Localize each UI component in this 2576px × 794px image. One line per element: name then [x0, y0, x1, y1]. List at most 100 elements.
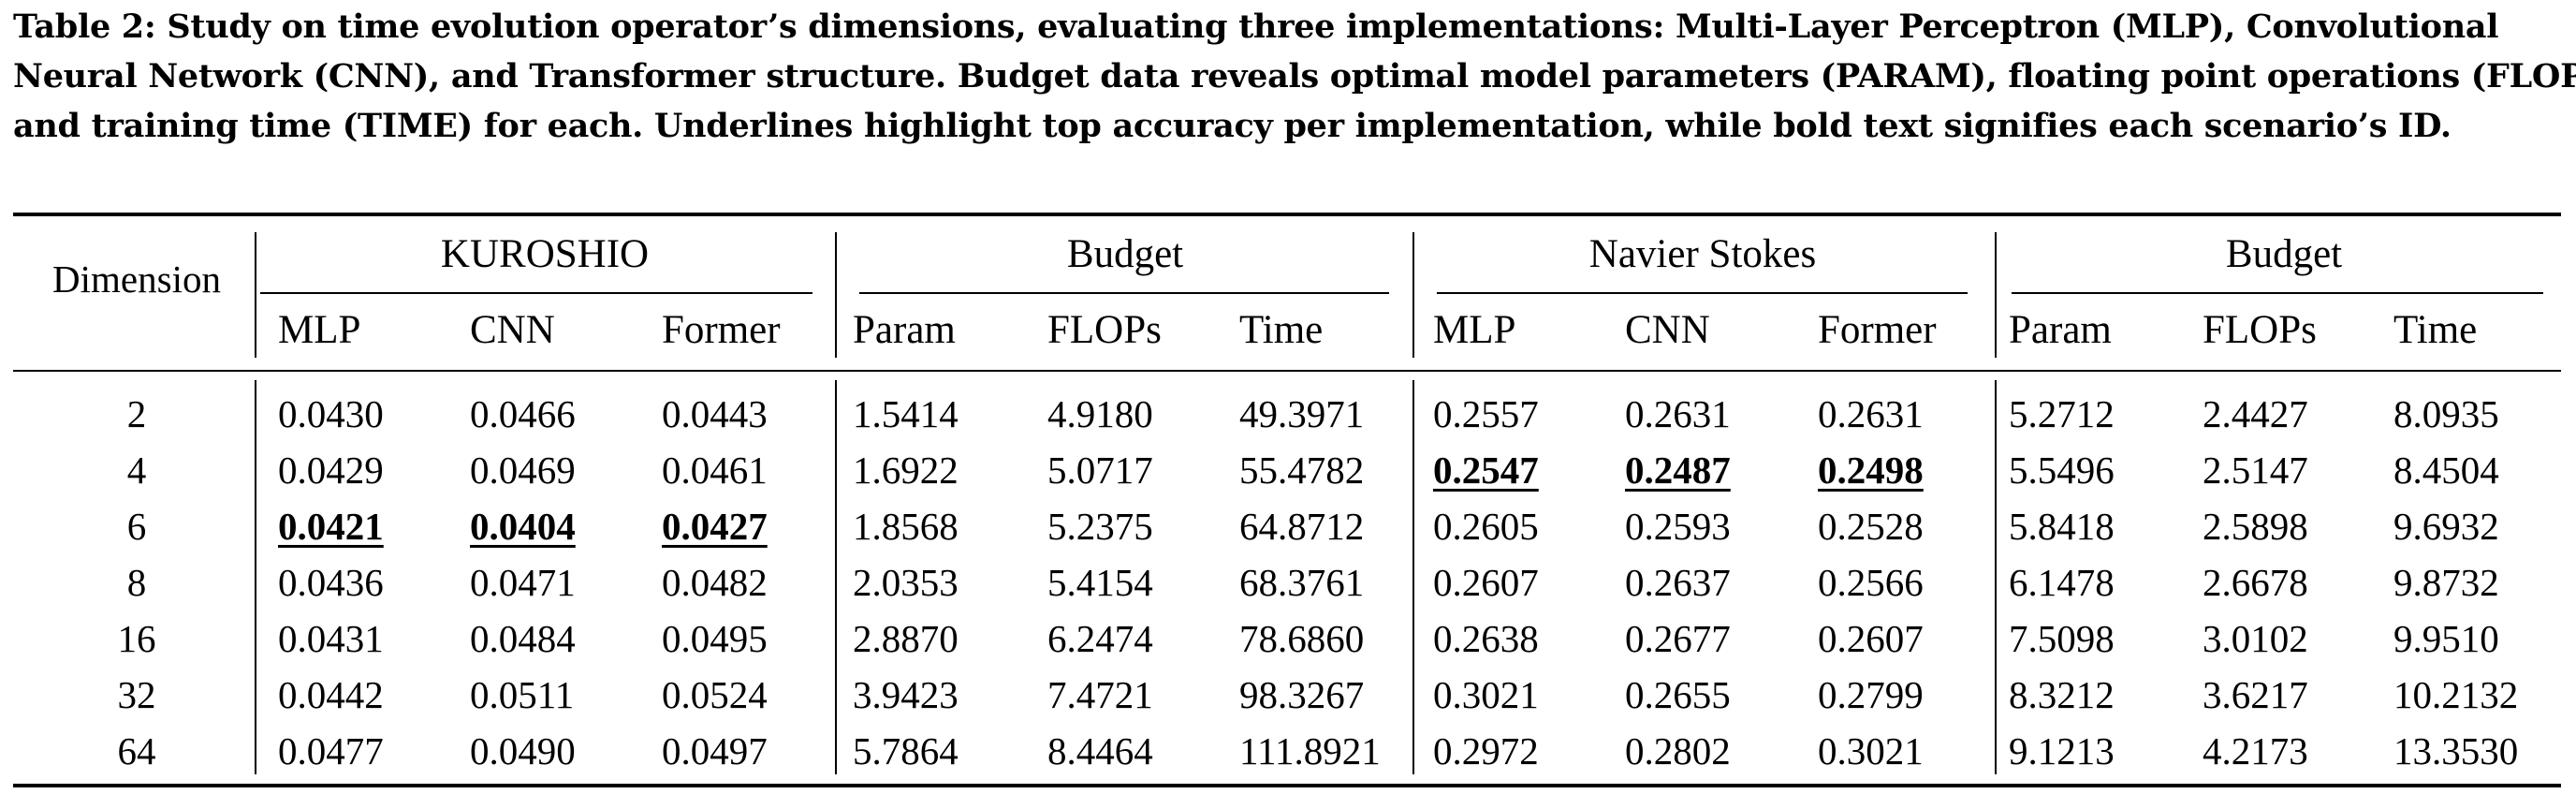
table-cell: 49.3971: [1239, 392, 1365, 435]
table-cell: 55.4782: [1239, 448, 1365, 492]
table-cell: 5.7864: [853, 729, 959, 772]
group-underline: [1437, 292, 1968, 294]
column-header: CNN: [470, 308, 555, 352]
bottom-rule: [13, 784, 2561, 787]
table-cell: 0.0427: [662, 505, 768, 548]
dimension-header: Dimension: [52, 257, 221, 301]
table-cell: 0.0404: [470, 505, 576, 548]
table-cell: 5.2375: [1047, 505, 1153, 548]
table-cell: 3.0102: [2203, 617, 2308, 660]
table-cell: 0.2631: [1625, 392, 1731, 435]
group-underline: [260, 292, 812, 294]
table-cell: 3.9423: [853, 673, 959, 716]
table-cell: 0.0442: [278, 673, 384, 716]
table-cell: 10.2132: [2393, 673, 2519, 716]
table-cell: 5.5496: [2009, 448, 2115, 492]
table-cell: 5.4154: [1047, 561, 1153, 604]
table-cell: 0.0430: [278, 392, 384, 435]
column-separator: [255, 232, 256, 358]
table-cell: 0.2631: [1818, 392, 1924, 435]
table-cell: 4.2173: [2203, 729, 2308, 772]
column-header: FLOPs: [1047, 308, 1162, 352]
table-cell: 2.4427: [2203, 392, 2308, 435]
table-cell: 111.8921: [1239, 729, 1381, 772]
group-underline: [859, 292, 1389, 294]
table-cell: 0.2802: [1625, 729, 1731, 772]
table-cell: 68.3761: [1239, 561, 1365, 604]
column-header: Param: [2009, 308, 2112, 352]
table-cell: 0.0443: [662, 392, 768, 435]
table-cell: 5.8418: [2009, 505, 2115, 548]
table-cell: 0.3021: [1818, 729, 1924, 772]
table-cell: 8.3212: [2009, 673, 2115, 716]
table-cell: 0.2637: [1625, 561, 1731, 604]
caption-line: and training time (TIME) for each. Under…: [13, 107, 2452, 145]
column-header: Time: [1239, 308, 1324, 352]
table-cell: 0.0436: [278, 561, 384, 604]
table-cell: 3.6217: [2203, 673, 2308, 716]
dimension-cell: 16: [117, 617, 156, 660]
table-cell: 0.2498: [1818, 448, 1924, 492]
table-cell: 5.2712: [2009, 392, 2115, 435]
table-cell: 0.0421: [278, 505, 384, 548]
table-cell: 1.6922: [853, 448, 959, 492]
column-separator: [835, 232, 837, 358]
column-separator: [1412, 232, 1414, 358]
table-cell: 0.2607: [1433, 561, 1539, 604]
dimension-cell: 64: [117, 729, 156, 772]
table-cell: 0.0477: [278, 729, 384, 772]
table-cell: 0.2638: [1433, 617, 1539, 660]
table-cell: 6.1478: [2009, 561, 2115, 604]
table-cell: 0.2607: [1818, 617, 1924, 660]
table-cell: 9.6932: [2393, 505, 2499, 548]
table-cell: 13.3530: [2393, 729, 2519, 772]
dimension-cell: 32: [117, 673, 156, 716]
column-separator: [1995, 380, 1997, 774]
column-header: Former: [662, 308, 781, 352]
table-cell: 0.0429: [278, 448, 384, 492]
column-separator: [1995, 232, 1997, 358]
table-cell: 1.5414: [853, 392, 959, 435]
group-underline: [2012, 292, 2543, 294]
dimension-cell: 8: [126, 561, 147, 604]
dimension-cell: 6: [126, 505, 147, 548]
table-cell: 7.5098: [2009, 617, 2115, 660]
table-cell: 2.8870: [853, 617, 959, 660]
table-cell: 1.8568: [853, 505, 959, 548]
table-cell: 0.0471: [470, 561, 576, 604]
dimension-cell: 2: [126, 392, 147, 435]
column-header: Time: [2393, 308, 2478, 352]
table-cell: 0.0469: [470, 448, 576, 492]
table-cell: 2.0353: [853, 561, 959, 604]
table-cell: 4.9180: [1047, 392, 1153, 435]
column-header: MLP: [1433, 308, 1516, 352]
column-header: CNN: [1625, 308, 1710, 352]
header-rule: [13, 370, 2561, 372]
table-cell: 9.1213: [2009, 729, 2115, 772]
table-cell: 0.3021: [1433, 673, 1539, 716]
table-cell: 0.2557: [1433, 392, 1539, 435]
column-separator: [255, 380, 256, 774]
table-cell: 2.5147: [2203, 448, 2308, 492]
table-cell: 0.2487: [1625, 448, 1731, 492]
table-cell: 0.0511: [470, 673, 575, 716]
table-cell: 0.2605: [1433, 505, 1539, 548]
table-cell: 0.0524: [662, 673, 768, 716]
table-cell: 0.0497: [662, 729, 768, 772]
table-cell: 6.2474: [1047, 617, 1153, 660]
column-separator: [1412, 380, 1414, 774]
table-cell: 0.0490: [470, 729, 576, 772]
group-header: Budget: [2225, 232, 2343, 276]
table-cell: 9.8732: [2393, 561, 2499, 604]
table-cell: 0.2799: [1818, 673, 1924, 716]
table-cell: 2.6678: [2203, 561, 2308, 604]
table-cell: 0.0495: [662, 617, 768, 660]
table-caption: Table 2: Study on time evolution operato…: [13, 2, 2576, 151]
caption-line: Neural Network (CNN), and Transformer st…: [13, 57, 2576, 96]
table-cell: 0.0484: [470, 617, 576, 660]
table-cell: 0.2547: [1433, 448, 1539, 492]
table-cell: 9.9510: [2393, 617, 2499, 660]
group-header: Navier Stokes: [1588, 232, 1817, 276]
table-cell: 0.2677: [1625, 617, 1731, 660]
table-cell: 0.2593: [1625, 505, 1731, 548]
